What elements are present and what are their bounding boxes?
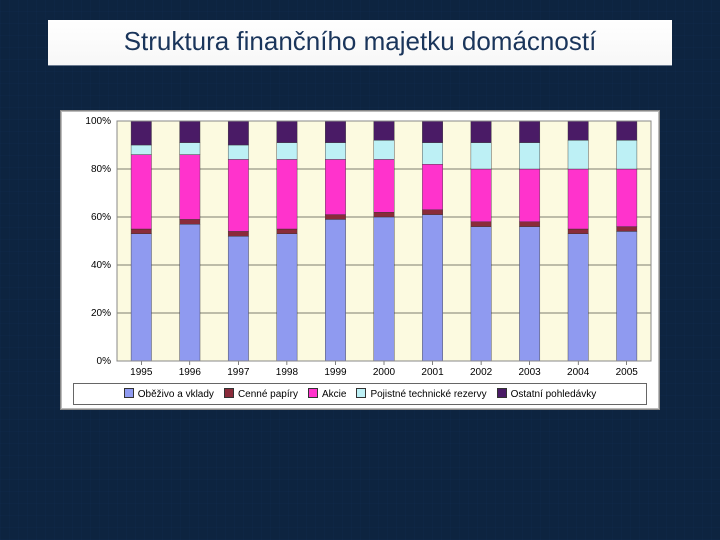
bar-segment <box>519 169 539 222</box>
legend-item: Cenné papíry <box>224 388 298 400</box>
legend-swatch <box>308 388 318 398</box>
legend-swatch <box>356 388 366 398</box>
bar-segment <box>180 219 200 224</box>
bar-segment <box>228 121 248 145</box>
svg-text:1998: 1998 <box>276 367 299 378</box>
bar-segment <box>471 121 491 143</box>
svg-text:60%: 60% <box>91 212 111 223</box>
svg-text:1999: 1999 <box>324 367 347 378</box>
bar-segment <box>131 121 151 145</box>
bar-segment <box>228 145 248 159</box>
svg-text:100%: 100% <box>85 116 111 127</box>
chart-container: 0% 20% 40% 60% 80% 100% 1995 1996 1997 1998 1999 2… <box>60 110 660 410</box>
legend-item: Akcie <box>308 388 346 400</box>
svg-text:2000: 2000 <box>373 367 396 378</box>
bar-segment <box>422 210 442 215</box>
bar-segment <box>519 121 539 143</box>
bar-segment <box>277 229 297 234</box>
bar-segment <box>568 234 588 361</box>
bar-segment <box>422 164 442 210</box>
bar-segment <box>471 143 491 169</box>
bar-segment <box>471 222 491 227</box>
bar-segment <box>422 121 442 143</box>
legend-item: Ostatní pohledávky <box>497 388 597 400</box>
bar-segment <box>374 121 394 140</box>
chart-x-axis: 1995 1996 1997 1998 1999 2000 2001 2002 2003 2004… <box>130 361 638 378</box>
bar-segment <box>519 222 539 227</box>
bar-segment <box>228 236 248 361</box>
svg-text:2005: 2005 <box>616 367 639 378</box>
bar-segment <box>325 219 345 361</box>
slide-title: Struktura finančního majetku domácností <box>48 20 672 66</box>
bar-segment <box>277 159 297 229</box>
svg-text:80%: 80% <box>91 164 111 175</box>
chart-y-axis: 0% 20% 40% 60% 80% 100% <box>85 116 111 367</box>
bar-segment <box>325 159 345 214</box>
svg-text:20%: 20% <box>91 308 111 319</box>
legend-item: Pojistné technické rezervy <box>356 388 486 400</box>
chart-legend: Oběživo a vklady Cenné papíry Akcie Pojistn… <box>73 383 647 405</box>
bar-segment <box>617 227 637 232</box>
bar-segment <box>131 229 151 234</box>
bar-segment <box>180 143 200 155</box>
bar-segment <box>422 215 442 361</box>
bar-segment <box>180 121 200 143</box>
bar-segment <box>131 155 151 229</box>
svg-text:2001: 2001 <box>421 367 444 378</box>
bar-segment <box>568 229 588 234</box>
svg-text:0%: 0% <box>97 356 112 367</box>
bar-segment <box>131 145 151 155</box>
bar-segment <box>617 140 637 169</box>
bar-segment <box>519 227 539 361</box>
bar-segment <box>228 231 248 236</box>
bar-segment <box>374 140 394 159</box>
legend-swatch <box>497 388 507 398</box>
svg-text:2002: 2002 <box>470 367 493 378</box>
bar-segment <box>180 224 200 361</box>
bar-segment <box>422 143 442 165</box>
bar-segment <box>325 215 345 220</box>
svg-text:2004: 2004 <box>567 367 590 378</box>
svg-text:1997: 1997 <box>227 367 250 378</box>
bar-segment <box>471 227 491 361</box>
stacked-bar-chart: 0%20%40%60%80%100% 199519961997199819992… <box>117 121 651 361</box>
bar-segment <box>617 121 637 140</box>
bar-segment <box>277 121 297 143</box>
svg-text:1996: 1996 <box>179 367 202 378</box>
bar-segment <box>374 217 394 361</box>
bar-segment <box>568 140 588 169</box>
bar-segment <box>519 143 539 169</box>
bar-segment <box>374 212 394 217</box>
bar-segment <box>617 169 637 227</box>
bar-segment <box>228 159 248 231</box>
bar-segment <box>568 169 588 229</box>
bar-segment <box>131 234 151 361</box>
bar-segment <box>277 143 297 160</box>
bar-segment <box>180 155 200 220</box>
bar-segment <box>568 121 588 140</box>
bar-segment <box>617 231 637 361</box>
svg-text:1995: 1995 <box>130 367 153 378</box>
svg-text:2003: 2003 <box>519 367 542 378</box>
bar-segment <box>277 234 297 361</box>
bar-segment <box>374 159 394 212</box>
svg-text:40%: 40% <box>91 260 111 271</box>
bar-segment <box>325 121 345 143</box>
bar-segment <box>471 169 491 222</box>
legend-item: Oběživo a vklady <box>124 388 214 400</box>
legend-swatch <box>224 388 234 398</box>
bar-segment <box>325 143 345 160</box>
legend-swatch <box>124 388 134 398</box>
